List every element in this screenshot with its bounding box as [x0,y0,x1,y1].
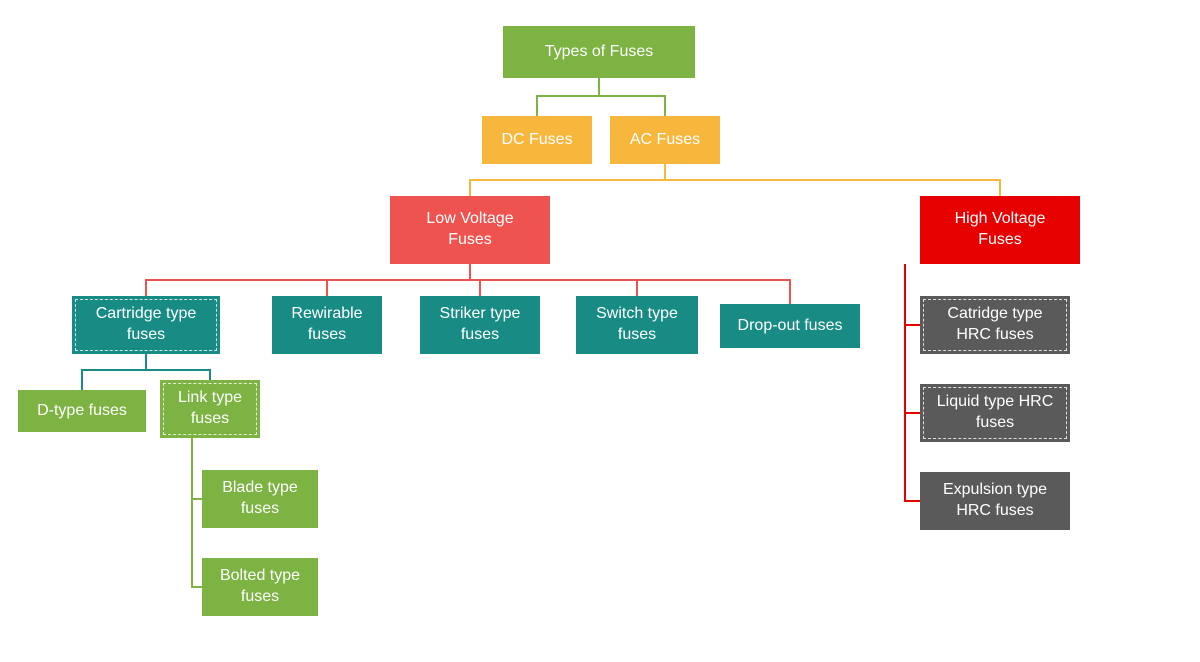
node-hrc_cart: Catridge type HRC fuses [920,296,1070,354]
node-bolted: Bolted type fuses [202,558,318,616]
connector [470,264,480,296]
connector [82,354,146,390]
connector [470,164,665,196]
connector [146,264,470,296]
node-label: Drop-out fuses [738,316,843,337]
node-label: High Voltage Fuses [955,209,1046,251]
connector [905,264,920,325]
connector [665,164,1000,196]
node-label: D-type fuses [37,401,127,422]
node-label: Catridge type HRC fuses [947,304,1042,346]
node-label: DC Fuses [501,130,572,151]
node-hrc_liquid: Liquid type HRC fuses [920,384,1070,442]
connector [599,78,665,116]
node-dropout: Drop-out fuses [720,304,860,348]
node-dc: DC Fuses [482,116,592,164]
connector [537,78,599,116]
node-ac: AC Fuses [610,116,720,164]
node-label: Expulsion type HRC fuses [943,480,1047,522]
node-label: Low Voltage Fuses [426,209,513,251]
node-label: Link type fuses [178,388,242,430]
connector [327,264,470,296]
node-label: Switch type fuses [596,304,678,346]
node-hv: High Voltage Fuses [920,196,1080,264]
node-root: Types of Fuses [503,26,695,78]
node-rewirable: Rewirable fuses [272,296,382,354]
connector [192,438,202,499]
node-label: Bolted type fuses [220,566,300,608]
connector [905,264,920,413]
node-hrc_exp: Expulsion type HRC fuses [920,472,1070,530]
node-label: Striker type fuses [440,304,521,346]
node-label: Types of Fuses [545,42,654,63]
node-dtype: D-type fuses [18,390,146,432]
node-linktype: Link type fuses [160,380,260,438]
node-label: Rewirable fuses [291,304,362,346]
node-switch: Switch type fuses [576,296,698,354]
node-label: Blade type fuses [222,478,298,520]
node-label: AC Fuses [630,130,700,151]
node-blade: Blade type fuses [202,470,318,528]
node-label: Cartridge type fuses [96,304,197,346]
node-label: Liquid type HRC fuses [937,392,1054,434]
connector [905,264,920,501]
connector [146,354,210,380]
node-cartridge: Cartridge type fuses [72,296,220,354]
connector [192,438,202,587]
node-lv: Low Voltage Fuses [390,196,550,264]
node-striker: Striker type fuses [420,296,540,354]
connector [470,264,637,296]
